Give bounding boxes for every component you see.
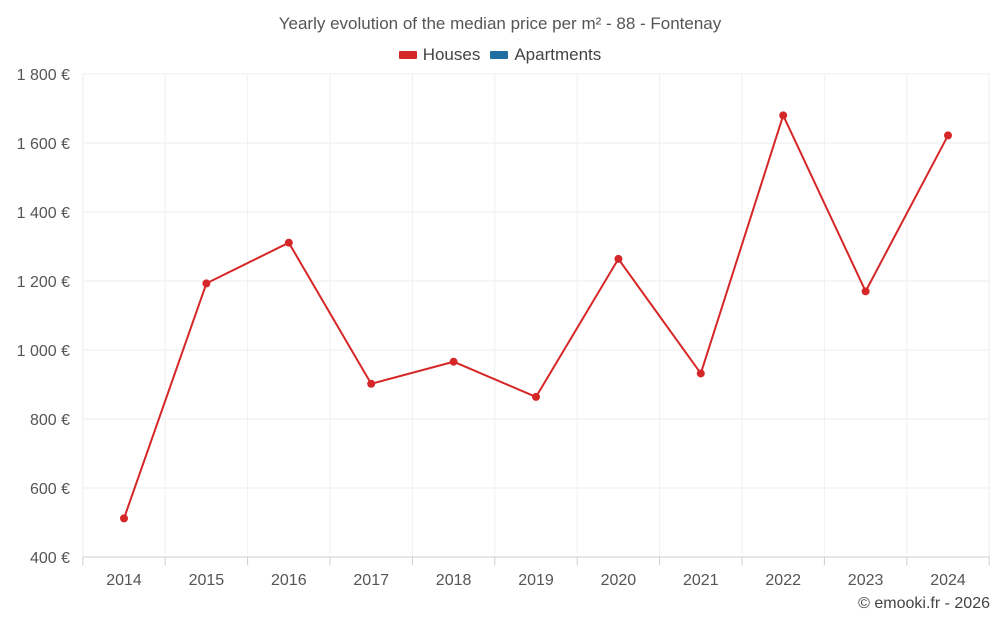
x-tick-label: 2022 [765,572,801,589]
data-point-houses-2014[interactable] [120,514,128,523]
legend-swatch-houses [398,51,417,59]
legend-item-apartments[interactable]: Apartments [490,45,601,65]
y-tick-label: 1 400 € [17,205,70,222]
x-tick-label: 2020 [601,572,637,589]
legend: Houses Apartments [0,45,1000,65]
x-tick-label: 2014 [106,572,142,589]
series-layer [120,111,952,523]
legend-swatch-apartments [490,51,509,59]
x-tick-label: 2024 [930,572,966,589]
x-tick-label: 2015 [189,572,225,589]
grid-layer [82,73,990,558]
y-tick-label: 1 800 € [17,67,70,84]
data-point-houses-2015[interactable] [202,279,211,288]
y-tick-label: 1 000 € [17,343,70,360]
x-tick-label: 2021 [683,572,719,589]
legend-item-houses[interactable]: Houses [398,45,481,65]
data-point-houses-2024[interactable] [944,131,952,140]
data-point-houses-2022[interactable] [779,111,788,120]
credit-text: © emooki.fr - 2026 [858,595,990,612]
x-tick-label: 2018 [436,572,472,589]
data-point-houses-2017[interactable] [367,379,376,388]
data-point-houses-2018[interactable] [449,357,458,366]
x-tick-label: 2019 [518,572,554,589]
chart-title: Yearly evolution of the median price per… [278,14,722,33]
y-tick-label: 1 200 € [17,274,70,291]
y-tick-label: 400 € [30,550,70,567]
y-tick-label: 1 600 € [17,136,70,153]
x-tick-label: 2017 [353,572,389,589]
legend-label-apartments: Apartments [514,45,602,64]
data-point-houses-2019[interactable] [532,392,540,401]
data-point-houses-2021[interactable] [696,369,705,378]
data-point-houses-2016[interactable] [284,238,293,247]
y-tick-label: 600 € [30,481,70,498]
x-tick-label: 2016 [271,572,307,589]
legend-label-houses: Houses [422,45,481,64]
x-tick-label: 2023 [848,572,884,589]
data-point-houses-2020[interactable] [614,254,623,263]
y-tick-label: 800 € [30,412,70,429]
data-point-houses-2023[interactable] [861,287,870,296]
axis-layer: 400 € 600 € 800 € 1 000 € 1 200 € 1 400 € 1 60… [17,67,990,589]
